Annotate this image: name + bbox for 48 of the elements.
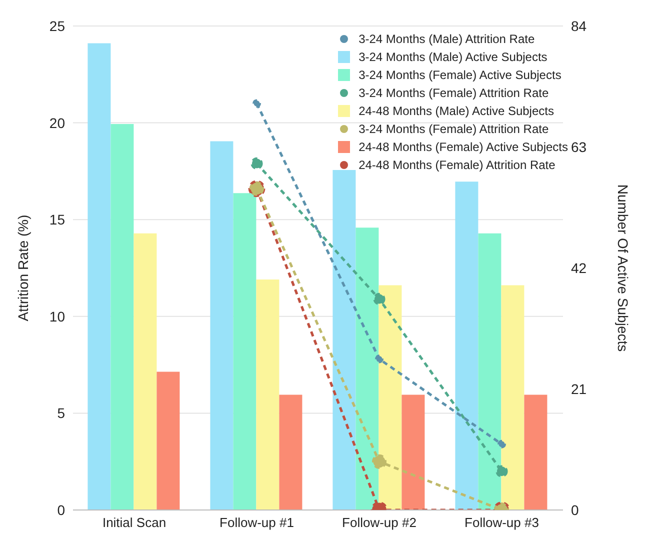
legend-label: 3-24 Months (Male) Active Subjects	[358, 49, 548, 66]
x-tick-label: Initial Scan	[102, 515, 166, 530]
y-axis-title: Attrition Rate (%)	[14, 214, 31, 322]
y-tick-label: 20	[49, 114, 66, 131]
bar	[356, 228, 379, 510]
point	[252, 99, 261, 108]
legend-label: 24-48 Months (Female) Active Subjects	[358, 139, 568, 156]
legend-label: 3-24 Months (Female) Active Subjects	[358, 67, 562, 84]
x-tick-label: Follow-up #1	[220, 515, 294, 530]
y-tick-label: 15	[49, 212, 66, 228]
y-tick-label: 5	[57, 405, 66, 422]
y2-tick-label: 42	[571, 260, 587, 276]
y2-axis-title: Number Of Active Subjects	[615, 184, 632, 352]
point	[375, 354, 384, 364]
bar	[332, 170, 356, 510]
point	[372, 454, 386, 469]
bar	[134, 233, 157, 510]
bar	[378, 285, 402, 510]
y-tick-label: 0	[57, 502, 66, 518]
bar	[455, 182, 478, 510]
legend-label: 24-48 Months (Female) Attrition Rate	[358, 157, 556, 174]
y-tick-label: 25	[49, 18, 66, 34]
bar	[110, 124, 134, 510]
point	[496, 465, 508, 478]
y2-tick-label: 0	[571, 502, 579, 518]
bar	[233, 193, 256, 510]
bar	[478, 233, 502, 510]
y2-tick-label: 84	[571, 18, 587, 34]
legend-label: 24-48 Months (Male) Active Subjects	[358, 103, 554, 120]
bar	[524, 394, 548, 510]
point	[498, 440, 506, 448]
y2-tick-label: 63	[571, 138, 587, 155]
legend-label: 3-24 Months (Female) Attrition Rate	[358, 121, 549, 138]
bar	[88, 43, 111, 510]
legend-label: 3-24 Months (Male) Attrition Rate	[358, 31, 535, 48]
y-tick-label: 10	[49, 308, 66, 324]
legend-label: 3-24 Months (Female) Attrition Rate	[358, 85, 549, 102]
bar	[256, 280, 280, 510]
bar	[156, 372, 180, 510]
bar	[210, 141, 234, 510]
bar	[402, 394, 425, 510]
point	[250, 157, 263, 170]
x-tick-label: Follow-up #2	[342, 515, 416, 530]
bar	[501, 285, 524, 510]
y2-tick-label: 21	[571, 380, 587, 397]
x-tick-label: Follow-up #3	[464, 515, 539, 530]
bar	[279, 394, 302, 510]
point	[373, 292, 386, 306]
